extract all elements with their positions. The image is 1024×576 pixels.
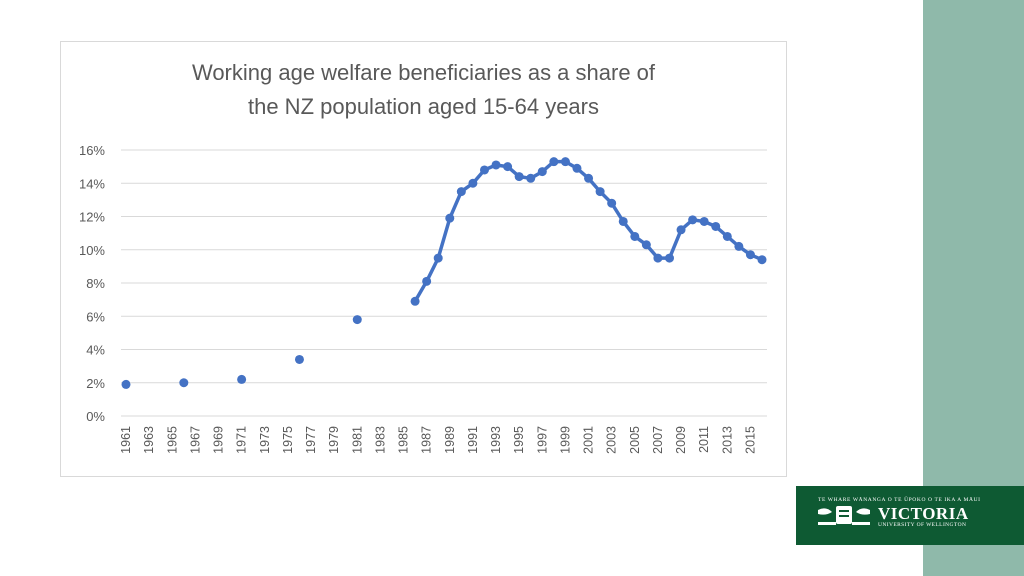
x-tick-label: 2007	[651, 426, 665, 454]
data-point	[549, 157, 559, 167]
data-point	[699, 216, 709, 226]
data-point	[607, 198, 617, 208]
data-point	[352, 315, 362, 325]
data-point	[653, 253, 663, 263]
x-tick-label: 1971	[235, 426, 249, 454]
data-point	[630, 231, 640, 241]
data-point	[734, 241, 744, 251]
chart-frame: Working age welfare beneficiaries as a s…	[60, 41, 787, 477]
x-tick-label: 2003	[605, 426, 619, 454]
data-point	[479, 165, 489, 175]
data-point	[572, 163, 582, 173]
y-tick-label: 8%	[86, 276, 105, 291]
x-tick-label: 2001	[582, 426, 596, 454]
x-tick-label: 2015	[743, 426, 757, 454]
x-tick-label: 1979	[327, 426, 341, 454]
y-tick-label: 2%	[86, 376, 105, 391]
x-tick-label: 2005	[628, 426, 642, 454]
x-tick-label: 1999	[558, 426, 572, 454]
x-tick-label: 1987	[420, 426, 434, 454]
x-tick-label: 1965	[165, 426, 179, 454]
university-logo: TE WHARE WĀNANGA O TE ŪPOKO O TE IKA A M…	[796, 486, 1024, 545]
data-point	[584, 173, 594, 183]
data-point	[537, 167, 547, 177]
data-point	[422, 276, 432, 286]
data-point	[410, 296, 420, 306]
x-tick-label: 1967	[188, 426, 202, 454]
logo-subtitle: UNIVERSITY OF WELLINGTON	[878, 522, 967, 528]
x-tick-label: 1991	[466, 426, 480, 454]
x-tick-label: 1961	[119, 426, 133, 454]
x-tick-label: 1975	[281, 426, 295, 454]
data-point	[711, 221, 721, 231]
y-tick-label: 12%	[79, 210, 105, 225]
chart-title-line-1: Working age welfare beneficiaries as a s…	[191, 60, 656, 85]
data-point	[757, 255, 767, 265]
data-point	[491, 160, 501, 170]
data-point	[237, 374, 247, 384]
data-point	[514, 172, 524, 182]
x-tick-label: 1989	[443, 426, 457, 454]
data-point	[560, 157, 570, 167]
x-tick-label: 1963	[142, 426, 156, 454]
logo-name: VICTORIA	[878, 504, 969, 523]
x-tick-label: 2013	[720, 426, 734, 454]
x-tick-label: 1981	[350, 426, 364, 454]
x-tick-label: 1977	[304, 426, 318, 454]
x-tick-label: 2011	[697, 426, 711, 453]
x-tick-label: 1995	[512, 426, 526, 454]
chart-title-line-2: the NZ population aged 15-64 years	[247, 94, 599, 119]
data-point	[745, 250, 755, 260]
data-point	[688, 215, 698, 225]
data-point	[676, 225, 686, 235]
logo-tagline: TE WHARE WĀNANGA O TE ŪPOKO O TE IKA A M…	[818, 497, 981, 503]
y-tick-label: 0%	[86, 409, 105, 424]
chart-plot: 0% 2% 4% 6% 8% 10% 12% 14% 16% 1961 1963 1965 1967 19…	[79, 143, 767, 454]
data-point	[722, 231, 732, 241]
data-point	[641, 240, 651, 250]
data-point	[664, 253, 674, 263]
data-point	[179, 378, 189, 388]
data-point	[618, 216, 628, 226]
y-tick-label: 4%	[86, 343, 105, 358]
data-point	[595, 187, 605, 197]
data-point	[526, 173, 536, 183]
x-tick-label: 1997	[535, 426, 549, 454]
data-point	[445, 213, 455, 223]
x-tick-label: 1969	[212, 426, 226, 454]
y-tick-label: 14%	[79, 176, 105, 191]
slide-accent-band	[923, 0, 1024, 576]
y-tick-label: 10%	[79, 243, 105, 258]
data-point	[468, 178, 478, 188]
y-tick-label: 6%	[86, 309, 105, 324]
x-tick-label: 1985	[397, 426, 411, 454]
data-point	[456, 187, 466, 197]
x-tick-label: 2009	[674, 426, 688, 454]
data-point	[503, 162, 513, 172]
y-tick-label: 16%	[79, 143, 105, 158]
data-point	[294, 354, 304, 364]
data-point	[121, 379, 131, 389]
data-point	[433, 253, 443, 263]
crest-icon	[818, 506, 870, 525]
x-tick-label: 1973	[258, 426, 272, 454]
x-tick-label: 1983	[373, 426, 387, 454]
x-tick-label: 1993	[489, 426, 503, 454]
